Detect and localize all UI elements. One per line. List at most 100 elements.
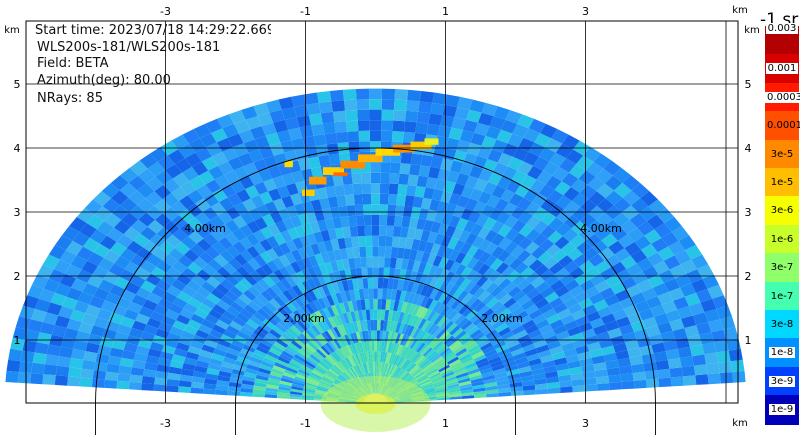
beam-cell — [325, 342, 335, 353]
beam-cell — [44, 354, 59, 366]
beam-cell — [454, 369, 468, 377]
beam-cell — [409, 326, 418, 338]
beam-cell — [557, 308, 572, 320]
beam-cell — [207, 363, 222, 371]
beam-cell — [567, 247, 583, 261]
beam-cell — [227, 390, 241, 396]
beam-cell — [379, 225, 387, 236]
beam-cell — [617, 234, 635, 249]
beam-cell — [54, 315, 70, 328]
beam-cell — [55, 235, 73, 251]
beam-cell — [499, 293, 513, 305]
beam-cell — [372, 277, 379, 289]
beam-cell — [312, 288, 322, 300]
beam-cell — [381, 120, 394, 131]
beam-cell — [654, 313, 670, 326]
beam-cell — [317, 219, 328, 232]
beam-cell — [193, 123, 211, 139]
beam-cell — [343, 346, 352, 357]
beam-cell — [118, 365, 132, 375]
beam-cell — [290, 325, 302, 336]
beam-cell — [360, 257, 367, 268]
beam-cell — [310, 372, 323, 380]
beam-cell — [68, 367, 82, 378]
beam-cell — [199, 251, 214, 264]
beam-cell — [389, 257, 397, 269]
beam-cell — [655, 359, 670, 371]
beam-cell — [194, 365, 208, 374]
beam-cell — [508, 193, 524, 207]
beam-cell — [368, 88, 383, 100]
beam-cell — [137, 198, 155, 213]
beam-cell — [478, 168, 493, 182]
beam-cell — [534, 133, 552, 148]
colorbar-label: 3e-8 — [770, 319, 794, 330]
beam-cell — [239, 326, 253, 337]
beam-cell — [667, 358, 682, 369]
beam-cell — [517, 249, 532, 263]
beam-cell — [283, 347, 296, 357]
beam-cell — [292, 309, 304, 321]
beam-cell — [415, 372, 427, 381]
beam-cell — [408, 249, 418, 261]
beam-cell — [576, 240, 592, 254]
beam-cell — [438, 280, 450, 292]
beam-cell — [377, 362, 380, 373]
beam-cell — [93, 316, 109, 329]
x-tick-bottom: -1 — [300, 417, 311, 430]
beam-cell — [587, 176, 605, 192]
beam-cell — [471, 350, 485, 360]
beam-cell — [407, 350, 417, 361]
beam-cell — [180, 330, 196, 341]
beam-cell — [331, 100, 345, 112]
beam-cell — [359, 141, 371, 152]
beam-cell — [187, 189, 204, 204]
beam-cell — [355, 215, 365, 226]
beam-cell — [307, 341, 319, 351]
range-ring — [95, 147, 656, 435]
beam-cell — [338, 336, 347, 347]
beam-cell — [319, 380, 332, 387]
beam-cell — [646, 296, 662, 309]
beam-cell — [387, 331, 393, 343]
beam-cell — [393, 99, 408, 111]
beam-cell — [435, 343, 447, 353]
beam-cell — [268, 188, 282, 202]
beam-cell — [706, 362, 720, 375]
beam-cell — [424, 321, 434, 333]
beam-cell — [404, 324, 412, 336]
beam-cell — [358, 236, 366, 247]
beam-cell — [315, 335, 326, 346]
beam-cell — [419, 379, 431, 386]
beam-cell — [352, 366, 360, 376]
beam-cell — [72, 231, 90, 247]
beam-cell — [215, 389, 228, 396]
beam-cell — [447, 356, 460, 365]
beam-cell — [259, 191, 273, 205]
beam-cell — [380, 362, 384, 373]
beam-cell — [399, 290, 407, 302]
beam-cell — [346, 368, 356, 379]
beam-cell — [116, 234, 134, 249]
beam-cell — [343, 184, 354, 196]
beam-cell — [614, 248, 631, 262]
beam-cell — [421, 385, 435, 391]
beam-cell — [243, 304, 257, 316]
beam-cell — [296, 115, 311, 128]
beam-cell — [140, 280, 157, 293]
beam-cell — [503, 360, 517, 368]
beam-cell — [135, 267, 151, 281]
beam-cell — [382, 288, 388, 300]
beam-cell — [143, 324, 158, 336]
beam-cell — [349, 289, 356, 301]
beam-cell — [517, 334, 531, 344]
colorbar-label: 3e-6 — [770, 205, 794, 217]
beam-cell — [344, 237, 353, 249]
beam-cell — [239, 278, 253, 290]
beam-cell — [218, 370, 232, 378]
beam-cell — [333, 270, 342, 283]
beam-cell — [314, 310, 325, 322]
beam-cell — [260, 290, 274, 302]
beam-cell — [539, 269, 555, 282]
beam-cell — [376, 361, 379, 373]
